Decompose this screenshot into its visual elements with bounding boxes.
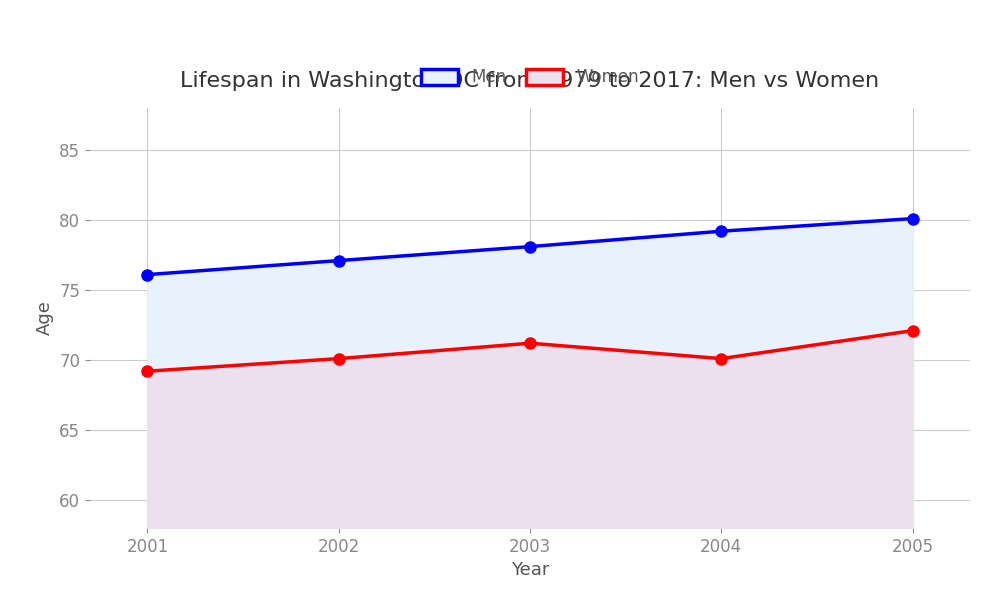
X-axis label: Year: Year — [511, 561, 549, 579]
Y-axis label: Age: Age — [36, 301, 54, 335]
Legend: Men, Women: Men, Women — [414, 62, 646, 93]
Title: Lifespan in Washington DC from 1979 to 2017: Men vs Women: Lifespan in Washington DC from 1979 to 2… — [180, 71, 880, 91]
